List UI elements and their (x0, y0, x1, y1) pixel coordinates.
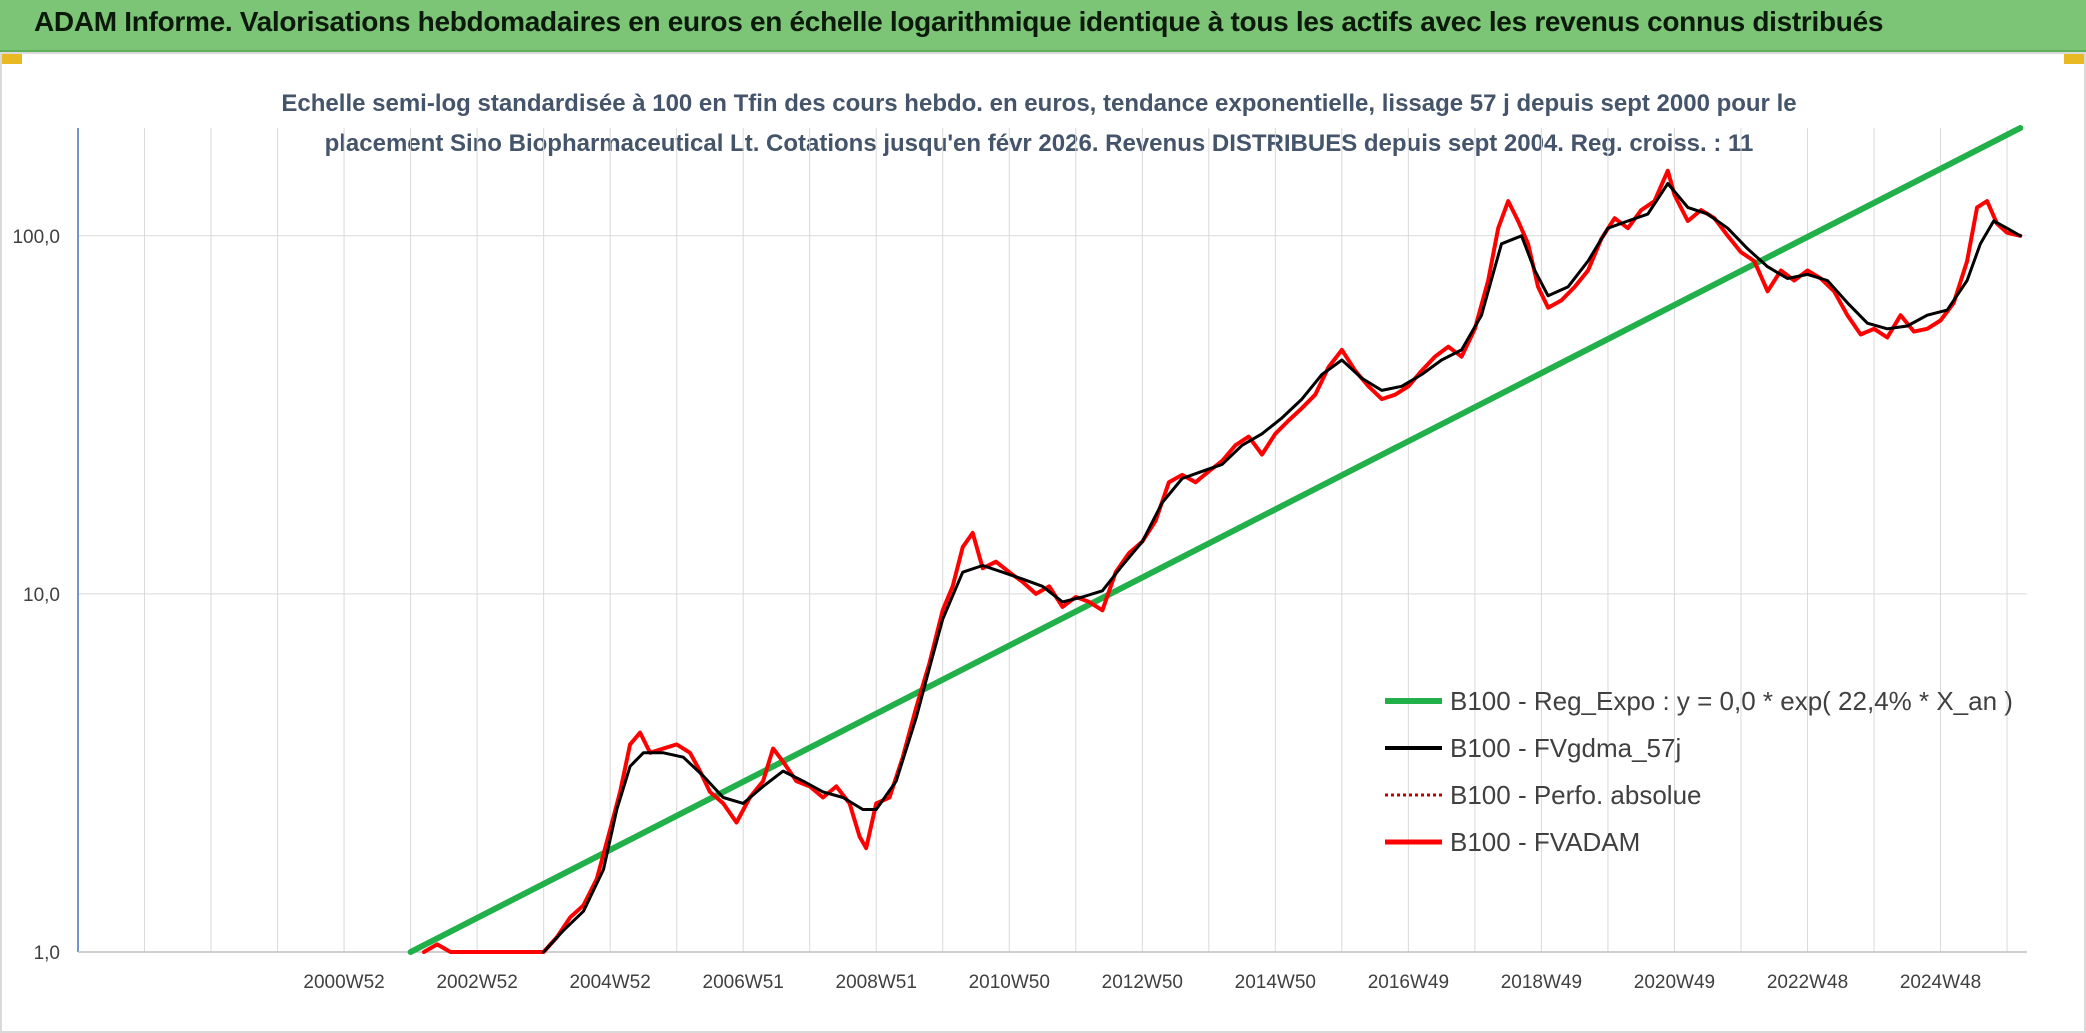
x-tick-label: 2014W50 (1235, 972, 1316, 993)
x-tick-label: 2022W48 (1767, 972, 1848, 993)
y-tick-label: 100,0 (12, 227, 60, 248)
legend-label: B100 - FVADAM (1450, 827, 1640, 857)
x-tick-label: 2020W49 (1634, 972, 1715, 993)
x-tick-label: 2002W52 (436, 972, 517, 993)
y-tick-label: 1,0 (34, 943, 60, 964)
axis-layer: 1,0 10,0 100,0 2000W52 2002W52 2004W52 2006W51… (12, 128, 2027, 993)
corner-right-marker (2064, 52, 2086, 64)
series-line-smoothed (542, 182, 2022, 954)
chart-frame (0, 52, 2086, 1033)
legend-label: B100 - Reg_Expo : y = 0,0 * exp( 22,4% *… (1450, 686, 2013, 716)
x-tick-label: 2024W48 (1900, 972, 1981, 993)
y-tick-label: 10,0 (23, 585, 60, 606)
x-tick-label: 2016W49 (1368, 972, 1449, 993)
x-tick-label: 2018W49 (1501, 972, 1582, 993)
grid-layer (77, 128, 2027, 953)
x-tick-label: 2000W52 (303, 972, 384, 993)
chart: Echelle semi-log standardisée à 100 en T… (12, 90, 2027, 993)
chart-title-line2: placement Sino Biopharmaceutical Lt. Cot… (325, 130, 1754, 157)
x-tick-label: 2012W50 (1102, 972, 1183, 993)
x-tick-label: 2004W52 (569, 972, 650, 993)
chart-title-line1: Echelle semi-log standardisée à 100 en T… (281, 90, 1796, 117)
corner-left-marker (0, 52, 22, 64)
x-tick-label: 2006W51 (703, 972, 784, 993)
legend: B100 - Reg_Expo : y = 0,0 * exp( 22,4% *… (1385, 686, 2013, 857)
series-layer (407, 125, 2024, 955)
legend-label: B100 - Perfo. absolue (1450, 780, 1702, 810)
x-tick-label: 2008W51 (836, 972, 917, 993)
x-tick-label: 2010W50 (969, 972, 1050, 993)
page-title: ADAM Informe. Valorisations hebdomadaire… (34, 6, 1884, 37)
legend-label: B100 - FVgdma_57j (1450, 733, 1681, 763)
series-line-regression (407, 125, 2024, 955)
header-bar: ADAM Informe. Valorisations hebdomadaire… (0, 0, 2086, 52)
series-line-fvadam (421, 168, 2023, 954)
